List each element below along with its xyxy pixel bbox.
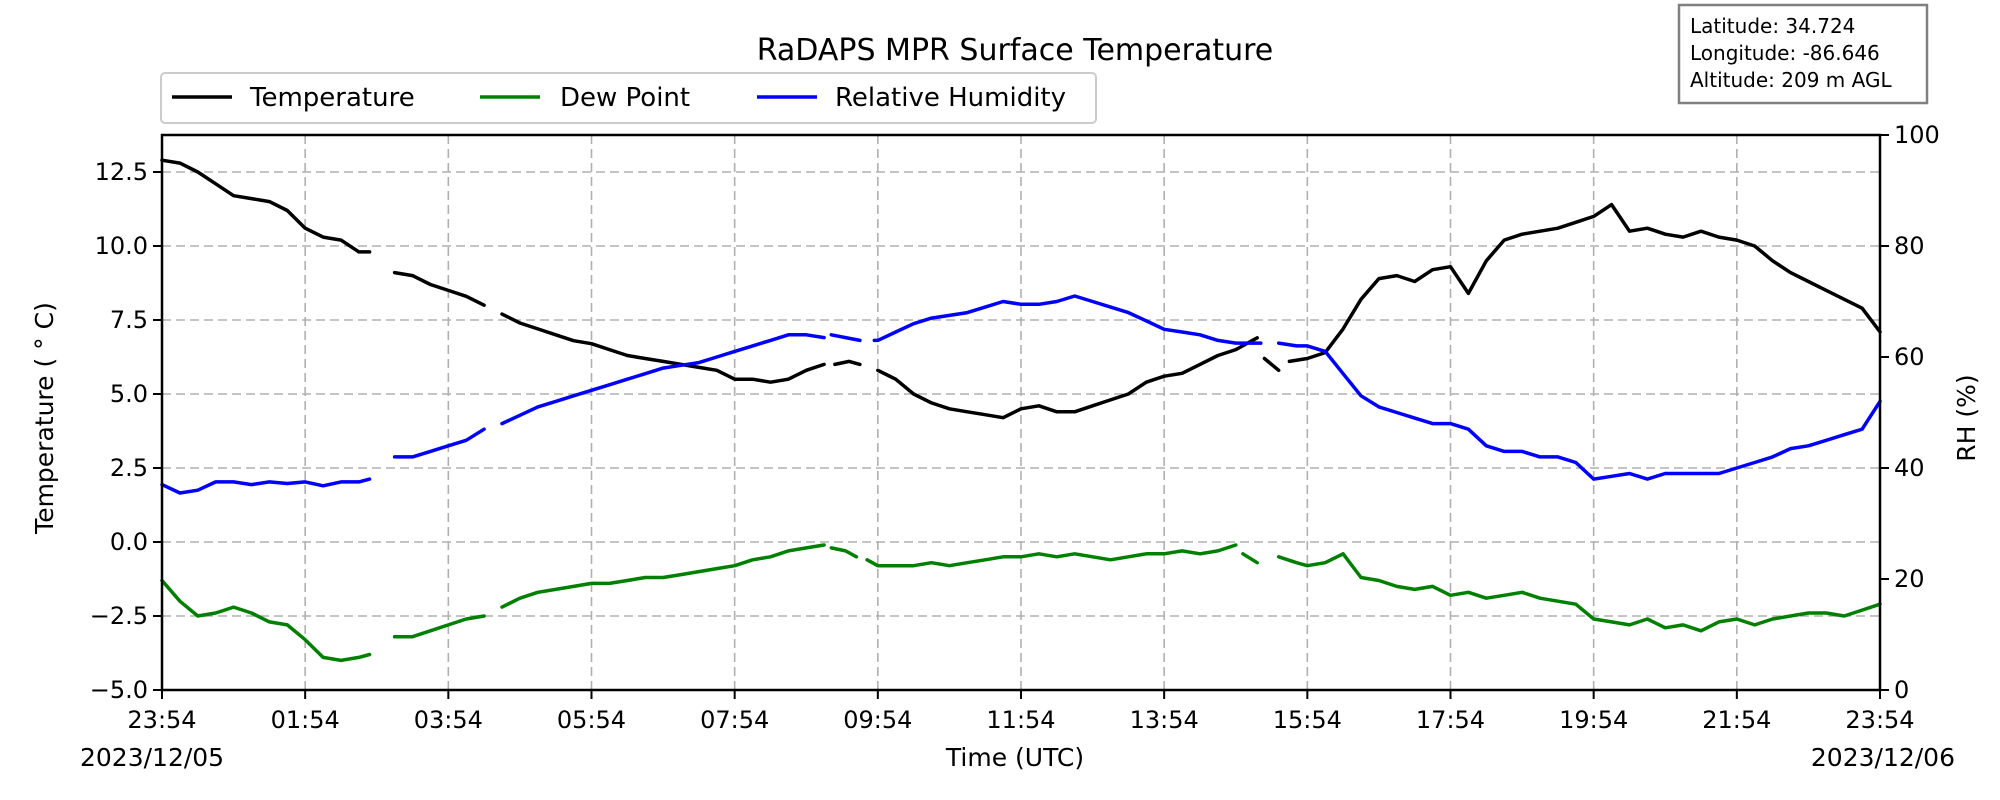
legend-label-relative-humidity: Relative Humidity (835, 83, 1066, 113)
series-relative-humidity-segment (1276, 341, 1882, 481)
x-tick-label: 23:54 (1845, 706, 1914, 734)
x-tick-label: 21:54 (1702, 706, 1771, 734)
y-left-tick-label: 2.5 (110, 454, 148, 482)
y-right-tick-label: 80 (1894, 232, 1925, 260)
info-box-frame (1677, 3, 1929, 105)
info-box: Latitude: 34.724 Longitude: -86.646 Alti… (1677, 3, 1929, 105)
series-temperature-segment (833, 359, 862, 367)
series-dew-point-segment (392, 614, 486, 639)
legend: Temperature Dew Point Relative Humidity (160, 72, 1097, 124)
y-right-tick-label: 40 (1894, 454, 1925, 482)
x-tick-label: 17:54 (1416, 706, 1485, 734)
x-tick-label: 03:54 (414, 706, 483, 734)
series-dew-point-segment (160, 578, 372, 663)
y-axis-left-label: Temperature ( ° C) (30, 302, 59, 535)
date-right: 2023/12/06 (1811, 743, 1955, 772)
y-left-tick-label: 5.0 (110, 380, 148, 408)
x-tick-label: 09:54 (843, 706, 912, 734)
info-longitude: Longitude: -86.646 (1690, 41, 1880, 65)
y-left-tick-label: 10.0 (95, 232, 148, 260)
x-tick-label: 23:54 (127, 706, 196, 734)
y-left-tick-label: 0.0 (110, 528, 148, 556)
y-right-tick-label: 60 (1894, 343, 1925, 371)
series-relative-humidity-segment (829, 333, 862, 343)
series-temperature-segment (876, 336, 1259, 420)
legend-box (160, 72, 1097, 124)
y-left-tick-label: −2.5 (90, 602, 148, 630)
series-dew-point-segment (500, 543, 826, 609)
y-left-tick-label: 12.5 (95, 158, 148, 186)
legend-label-dew-point: Dew Point (560, 83, 690, 113)
y-right-tick-label: 0 (1894, 676, 1909, 704)
series-lines (160, 158, 1882, 663)
x-tick-label: 07:54 (700, 706, 769, 734)
y-right-tick-label: 20 (1894, 565, 1925, 593)
date-left: 2023/12/05 (80, 743, 224, 772)
info-altitude: Altitude: 209 m AGL (1690, 68, 1892, 92)
x-axis: 23:54 01:54 03:54 05:54 07:54 09:54 11:54 13:54… (127, 690, 1915, 734)
series-relative-humidity-segment (872, 294, 1263, 345)
y-left-tick-label: 7.5 (110, 306, 148, 334)
series-relative-humidity-segment (160, 477, 372, 495)
series-dew-point-segment (829, 546, 859, 559)
x-tick-label: 01:54 (271, 706, 340, 734)
chart-title: RaDAPS MPR Surface Temperature (757, 33, 1274, 68)
series-temperature-segment (1287, 202, 1882, 364)
y-axis-right: 0 20 40 60 80 100 (1880, 121, 1940, 704)
y-axis-left: −5.0 −2.5 0.0 2.5 5.0 7.5 10.0 12.5 (90, 158, 162, 704)
series-temperature-segment (160, 158, 372, 254)
series-relative-humidity-segment (392, 427, 486, 459)
x-axis-label: Time (UTC) (945, 743, 1084, 772)
y-right-tick-label: 100 (1894, 121, 1940, 149)
x-tick-label: 05:54 (557, 706, 626, 734)
legend-label-temperature: Temperature (249, 83, 415, 113)
y-axis-right-label: RH (%) (1952, 374, 1981, 461)
series-temperature-segment (500, 312, 826, 384)
x-tick-label: 15:54 (1273, 706, 1342, 734)
x-tick-label: 19:54 (1559, 706, 1628, 734)
x-tick-label: 13:54 (1130, 706, 1199, 734)
y-left-tick-label: −5.0 (90, 676, 148, 704)
series-relative-humidity-segment (500, 333, 826, 426)
x-tick-label: 11:54 (986, 706, 1055, 734)
grid-lines (162, 135, 1880, 690)
info-latitude: Latitude: 34.724 (1690, 14, 1855, 38)
series-dew-point-segment (1241, 552, 1259, 565)
series-temperature-segment (392, 270, 486, 307)
series-temperature-segment (1262, 356, 1281, 373)
series-dew-point-segment (865, 543, 1238, 568)
series-dew-point-segment (1276, 552, 1882, 633)
